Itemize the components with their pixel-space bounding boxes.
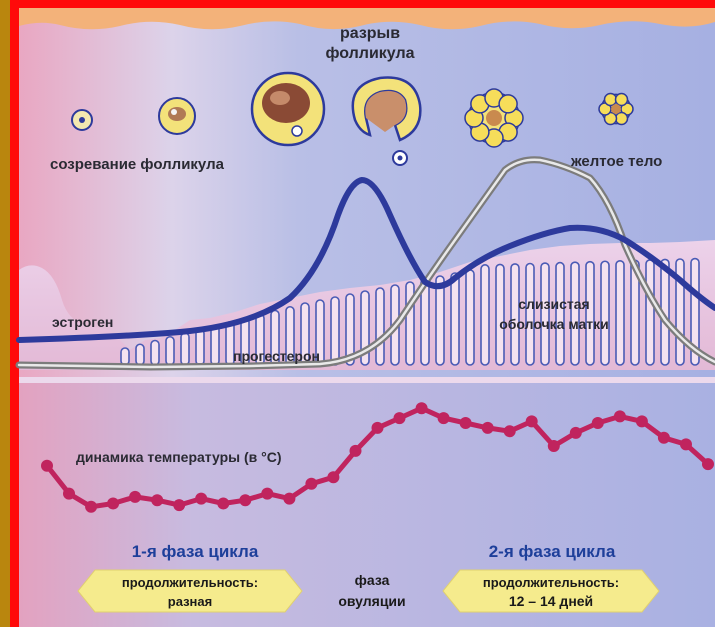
gland-31: [570, 261, 580, 366]
temperature-point-25: [569, 426, 582, 439]
phase2-title: 2-я фаза цикла: [489, 542, 616, 561]
phase1-title: 1-я фаза цикла: [132, 542, 259, 561]
temperature-point-30: [680, 438, 692, 451]
temperature-point-16: [371, 421, 384, 434]
mature-follicle-icon: [250, 71, 326, 147]
gland-28: [525, 262, 535, 366]
gland-5: [180, 332, 190, 366]
corpus-luteum-icon: [464, 88, 524, 148]
temperature-point-15: [349, 444, 362, 457]
temperature-point-19: [437, 412, 450, 425]
gland-34: [615, 259, 625, 366]
ovulation-phase-line2: овуляции: [338, 593, 405, 609]
temperature-point-5: [129, 490, 142, 503]
temperature-point-28: [635, 415, 648, 428]
temperature-point-7: [173, 499, 186, 512]
gland-25: [480, 264, 490, 366]
gland-3: [150, 339, 160, 366]
temperature-point-18: [415, 402, 428, 415]
phase1-duration-pill: [77, 569, 303, 613]
temperature-point-4: [107, 497, 120, 510]
temperature-point-11: [261, 487, 274, 500]
temperature-point-9: [217, 497, 230, 510]
temperature-point-24: [547, 440, 560, 452]
top-tissue-band: [19, 8, 715, 30]
ruptured-follicle-icon: [351, 76, 422, 166]
gland-39: [690, 257, 700, 366]
gland-4: [165, 335, 175, 366]
follicle-stages: [71, 71, 634, 166]
gland-36: [645, 259, 655, 366]
panel-divider: [19, 377, 715, 383]
progesterone-curve-highlight: [17, 158, 715, 369]
temperature-point-10: [239, 494, 252, 507]
temperature-point-17: [393, 412, 406, 425]
gland-2: [135, 343, 145, 366]
gland-24: [465, 269, 475, 366]
phase1-duration-value: разная: [168, 594, 212, 609]
temperature-point-14: [327, 471, 340, 484]
temperature-point-27: [613, 410, 626, 423]
corpus-luteum-label: желтое тело: [570, 153, 662, 170]
phase2-duration-pill: [442, 569, 660, 613]
progesterone-label: прогестерон: [233, 348, 320, 364]
temperature-point-21: [481, 421, 494, 434]
gland-22: [435, 275, 445, 366]
temperature-point-26: [591, 417, 604, 429]
small-follicle-icon: [71, 109, 93, 131]
temperature-point-1: [41, 459, 53, 472]
gland-1: [120, 347, 130, 366]
endometrium-label-line1: слизистая: [518, 296, 589, 312]
gland-26: [495, 263, 505, 366]
phase2-duration-value: 12 – 14 дней: [509, 593, 593, 609]
gland-29: [540, 262, 550, 366]
gland-18: [375, 287, 385, 366]
temperature-chart: [41, 402, 714, 513]
gland-7: [210, 324, 220, 366]
gland-6: [195, 328, 205, 366]
regressing-corpus-luteum-icon: [598, 92, 634, 126]
maturation-label: созревание фолликула: [50, 156, 225, 173]
temperature-point-22: [503, 425, 516, 438]
ovulation-phase-line1: фаза: [355, 572, 390, 588]
gland-23: [450, 272, 460, 366]
temperature-point-20: [459, 417, 472, 429]
gland-33: [600, 260, 610, 366]
temperature-point-13: [305, 477, 318, 490]
endometrium-label-line2: оболочка матки: [499, 316, 609, 332]
temperature-point-6: [151, 494, 164, 507]
temperature-point-12: [283, 492, 296, 505]
rupture-label-line2: фолликула: [325, 45, 414, 62]
temperature-points: [41, 402, 714, 513]
gland-20: [405, 281, 415, 366]
gland-15: [330, 296, 340, 366]
temperature-point-29: [657, 431, 670, 444]
estrogen-curve: [16, 177, 715, 343]
temperature-point-2: [63, 487, 75, 500]
temperature-point-31: [702, 458, 714, 471]
rupture-label-line1: разрыв: [340, 25, 400, 42]
gland-30: [555, 261, 565, 366]
temperature-label: динамика температуры (в °С): [76, 449, 282, 465]
phase2-duration-label: продолжительность:: [483, 575, 619, 590]
temperature-point-23: [525, 415, 538, 428]
growing-follicle-icon: [158, 97, 196, 135]
estrogen-label: эстроген: [52, 314, 113, 330]
gland-32: [585, 260, 595, 366]
temperature-point-8: [195, 492, 208, 505]
temperature-point-3: [85, 500, 98, 513]
gland-27: [510, 263, 520, 366]
gland-16: [345, 293, 355, 366]
phase1-duration-label: продолжительность:: [122, 575, 258, 590]
